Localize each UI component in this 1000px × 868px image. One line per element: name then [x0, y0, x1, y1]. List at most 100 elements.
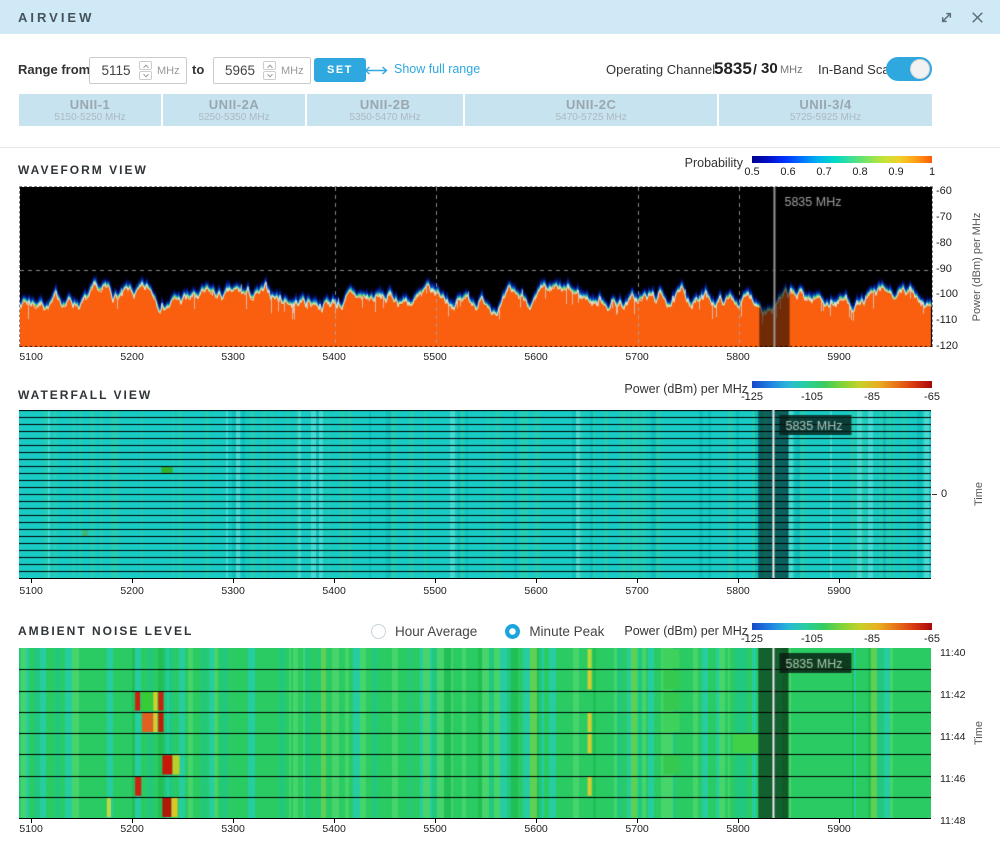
x-tick: 5700	[625, 823, 648, 835]
range-from-input[interactable]: 5115 MHz	[89, 57, 187, 84]
hour-average-radio[interactable]: Hour Average	[371, 624, 477, 639]
x-tick: 5500	[423, 585, 446, 597]
minute-peak-radio[interactable]: Minute Peak	[505, 624, 604, 639]
range-from-increment-button[interactable]	[139, 61, 152, 70]
x-tick: 5400	[322, 823, 345, 835]
range-from-label: Range from	[18, 62, 90, 77]
band-segment-unii-1[interactable]: UNII-15150-5250 MHz	[19, 94, 161, 126]
x-tick: 5800	[726, 585, 749, 597]
band-segment-unii-2c[interactable]: UNII-2C5470-5725 MHz	[465, 94, 717, 126]
expand-icon[interactable]	[938, 9, 955, 26]
waterfall-view-title: WATERFALL VIEW	[18, 388, 152, 402]
legend-tick: 0.5	[744, 166, 759, 178]
band-name: UNII-3/4	[799, 98, 851, 112]
band-range: 5350-5470 MHz	[350, 112, 421, 123]
ambient-x-axis: 510052005300540055005600570058005900	[0, 823, 1000, 836]
band-segment-unii-2a[interactable]: UNII-2A5250-5350 MHz	[163, 94, 305, 126]
band-segment-unii-2b[interactable]: UNII-2B5350-5470 MHz	[307, 94, 463, 126]
legend-tick: 0.8	[852, 166, 867, 178]
operating-channel-value: 5835	[714, 59, 752, 79]
operating-channel-width: 30	[761, 60, 778, 77]
range-to-decrement-button[interactable]	[263, 71, 276, 80]
titlebar: AIRVIEW	[0, 0, 1000, 34]
waterfall-time-zero-label: 0	[941, 488, 947, 500]
range-to-label: to	[192, 62, 204, 77]
set-button[interactable]: SET	[314, 58, 366, 82]
close-icon[interactable]	[969, 9, 986, 26]
legend-tick: -85	[864, 633, 880, 645]
x-tick: 5600	[524, 585, 547, 597]
operating-channel-label: Operating Channel	[606, 62, 715, 77]
inband-scan-label: In-Band Scan	[818, 62, 897, 77]
legend-tick: -125	[741, 633, 763, 645]
range-to-unit: MHz	[281, 65, 304, 77]
chevron-down-icon	[143, 71, 149, 77]
range-from-value[interactable]: 5115	[98, 63, 134, 78]
radio-unselected-icon	[371, 624, 386, 639]
y-tick: -120	[936, 340, 958, 352]
window-title: AIRVIEW	[18, 10, 94, 25]
ambient-time-axis-title: Time	[973, 721, 985, 745]
band-name: UNII-1	[70, 98, 111, 112]
waveform-chart[interactable]	[19, 186, 933, 347]
range-to-value[interactable]: 5965	[222, 63, 258, 78]
range-from-unit: MHz	[157, 65, 180, 77]
ambient-legend-label: Power (dBm) per MHz	[624, 624, 748, 638]
x-tick: 5500	[423, 351, 446, 363]
full-range-arrows-icon	[363, 65, 389, 76]
range-from-decrement-button[interactable]	[139, 71, 152, 80]
x-tick: 5600	[524, 351, 547, 363]
legend-tick: 0.9	[888, 166, 903, 178]
band-name: UNII-2B	[360, 98, 410, 112]
waveform-x-axis: 510052005300540055005600570058005900	[0, 351, 1000, 364]
legend-tick: -105	[801, 633, 823, 645]
waterfall-legend-ticks: -125-105-85-65	[752, 391, 932, 403]
probability-legend-gradient	[752, 156, 932, 163]
x-tick: 5100	[19, 351, 42, 363]
x-tick: 5900	[827, 585, 850, 597]
x-tick: 5700	[625, 351, 648, 363]
ambient-legend-ticks: -125-105-85-65	[752, 633, 932, 645]
x-tick: 5200	[120, 351, 143, 363]
y-tick: -60	[936, 185, 952, 197]
controls-row: Range from 5115 MHz to 5965 MHz SET	[0, 55, 1000, 85]
inband-scan-toggle[interactable]	[886, 57, 932, 81]
probability-legend-ticks: 0.50.60.70.80.91	[752, 166, 932, 178]
x-tick: 5200	[120, 823, 143, 835]
range-to-input[interactable]: 5965 MHz	[213, 57, 311, 84]
time-tick: 11:40	[940, 647, 966, 659]
chevron-up-icon	[143, 64, 149, 70]
x-tick: 5300	[221, 585, 244, 597]
band-range: 5470-5725 MHz	[556, 112, 627, 123]
show-full-range-link[interactable]: Show full range	[394, 62, 480, 76]
waterfall-x-axis: 510052005300540055005600570058005900	[0, 585, 1000, 598]
y-tick: -70	[936, 211, 952, 223]
waterfall-chart[interactable]	[19, 410, 931, 578]
ambient-noise-chart[interactable]	[19, 648, 931, 818]
x-tick: 5400	[322, 351, 345, 363]
x-tick: 5600	[524, 823, 547, 835]
waterfall-time-zero-tick	[932, 494, 937, 495]
x-tick: 5800	[726, 823, 749, 835]
ambient-noise-title: AMBIENT NOISE LEVEL	[18, 624, 193, 638]
time-tick: 11:46	[940, 773, 966, 785]
x-tick: 5300	[221, 823, 244, 835]
x-tick: 5800	[726, 351, 749, 363]
waveform-view-title: WAVEFORM VIEW	[18, 163, 148, 177]
airview-window: AIRVIEW Range from 5115	[0, 0, 1000, 868]
waveform-y-axis-title: Power (dBm) per MHz	[971, 213, 983, 322]
range-to-increment-button[interactable]	[263, 61, 276, 70]
time-tick: 11:48	[940, 815, 966, 827]
x-tick: 5700	[625, 585, 648, 597]
waterfall-time-axis-title: Time	[973, 482, 985, 506]
time-tick: 11:44	[940, 731, 966, 743]
x-tick: 5200	[120, 585, 143, 597]
waterfall-axis-ticks	[0, 579, 1000, 584]
legend-tick: -105	[801, 391, 823, 403]
band-segment-unii-3-4[interactable]: UNII-3/45725-5925 MHz	[719, 94, 932, 126]
x-tick: 5500	[423, 823, 446, 835]
legend-tick: -125	[741, 391, 763, 403]
unii-band-bar: UNII-15150-5250 MHzUNII-2A5250-5350 MHzU…	[19, 94, 932, 126]
operating-channel-slash: /	[753, 61, 757, 77]
header-divider	[0, 147, 1000, 148]
